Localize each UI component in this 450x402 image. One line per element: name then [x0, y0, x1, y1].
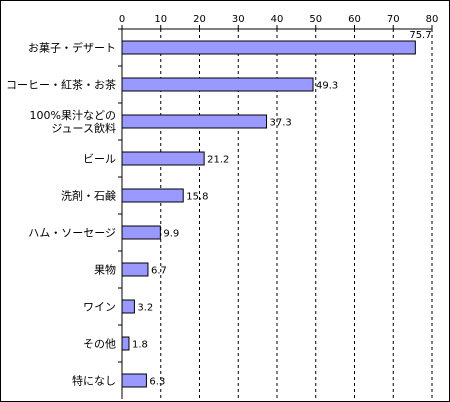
- x-tick-label: 70: [387, 14, 400, 25]
- category-label: 果物: [94, 263, 116, 277]
- value-label: 21.2: [207, 155, 229, 166]
- x-tick-label: 10: [154, 14, 167, 25]
- category-label: ハム・ソーセージ: [28, 227, 116, 240]
- x-tick-label: 0: [119, 14, 125, 25]
- x-tick-label: 30: [232, 14, 245, 25]
- value-label: 6.3: [149, 377, 165, 388]
- value-label: 1.8: [132, 340, 148, 351]
- bar: [121, 40, 416, 55]
- bar: [121, 262, 149, 277]
- bar: [121, 114, 268, 129]
- x-tick-label: 60: [348, 14, 361, 25]
- value-label: 9.9: [163, 229, 179, 240]
- category-label: 洗剤・石鹸: [61, 189, 116, 203]
- category-label: ワイン: [83, 301, 116, 314]
- bar: [121, 299, 135, 314]
- value-label: 49.3: [316, 81, 338, 92]
- category-label: ジュース飲料: [51, 121, 116, 135]
- x-tick-label: 20: [193, 14, 206, 25]
- x-tick-labels: 0 10 20 30 40 50 60 70 80: [119, 14, 439, 25]
- value-label: 6.7: [151, 266, 167, 277]
- value-label: 37.3: [270, 118, 292, 129]
- bar: [121, 373, 147, 388]
- value-label: 3.2: [137, 303, 153, 314]
- category-label: ビール: [83, 153, 116, 166]
- x-tick-label: 40: [271, 14, 284, 25]
- axes: [118, 25, 433, 399]
- x-tick-label: 80: [426, 14, 439, 25]
- category-label: その他: [83, 338, 116, 351]
- category-label: 特になし: [72, 374, 116, 388]
- value-labels: 75.7 49.3 37.3 21.2 15.8 9.9 6.7 3.2 1.8 6.3: [132, 30, 432, 388]
- bar: [121, 188, 184, 203]
- bar: [121, 151, 205, 166]
- bar: [121, 225, 161, 240]
- category-label: お菓子・デザート: [28, 41, 116, 55]
- value-label: 75.7: [409, 30, 431, 41]
- bar: [121, 77, 314, 92]
- category-label: コーヒー・紅茶・お茶: [6, 79, 116, 92]
- category-label: 100%果汁などの: [30, 109, 116, 122]
- value-label: 15.8: [186, 192, 208, 203]
- bar: [121, 336, 130, 351]
- bars: [121, 40, 416, 388]
- x-tick-label: 50: [309, 14, 322, 25]
